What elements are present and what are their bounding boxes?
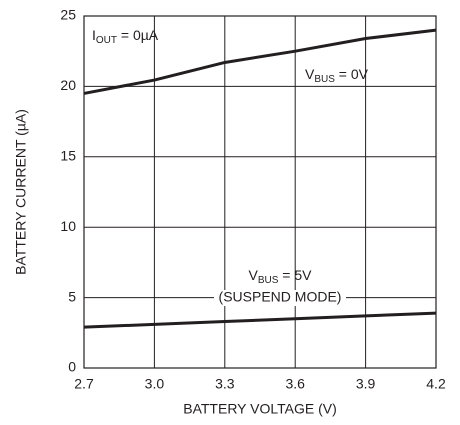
label-background <box>214 290 346 306</box>
series-label: VBUS = 0V <box>305 66 369 85</box>
x-tick-label: 3.9 <box>356 376 376 392</box>
annotation: IOUT = 0µA <box>92 27 159 46</box>
text-part: OUT <box>96 35 117 46</box>
x-tick-label: 3.3 <box>215 376 235 392</box>
x-tick-label: 3.0 <box>145 376 165 392</box>
y-tick-label: 5 <box>68 288 76 304</box>
text-part: BUS <box>258 275 279 286</box>
text-part: = 0µA <box>117 27 159 43</box>
y-tick-label: 15 <box>60 148 76 164</box>
x-tick-label: 3.6 <box>285 376 305 392</box>
y-tick-label: 20 <box>60 77 76 93</box>
series-line <box>83 28 437 95</box>
series-note: (SUSPEND MODE) <box>219 289 342 305</box>
text-part: = 5V <box>278 267 312 283</box>
x-tick-label: 4.2 <box>426 376 446 392</box>
x-axis-label: BATTERY VOLTAGE (V) <box>183 401 337 417</box>
text-part: I <box>92 27 96 43</box>
text-part: = 0V <box>335 66 369 82</box>
series-line <box>83 311 437 329</box>
y-tick-label: 0 <box>68 359 76 375</box>
series-label: VBUS = 5V <box>249 267 313 286</box>
y-tick-label: 25 <box>60 7 76 23</box>
text-part: V <box>249 267 259 283</box>
y-axis-label: BATTERY CURRENT (µA) <box>13 109 29 275</box>
text-part: V <box>305 66 315 82</box>
text-part: BUS <box>314 74 335 85</box>
y-tick-label: 10 <box>60 218 76 234</box>
x-tick-label: 2.7 <box>74 376 94 392</box>
plot-frame <box>83 15 437 369</box>
